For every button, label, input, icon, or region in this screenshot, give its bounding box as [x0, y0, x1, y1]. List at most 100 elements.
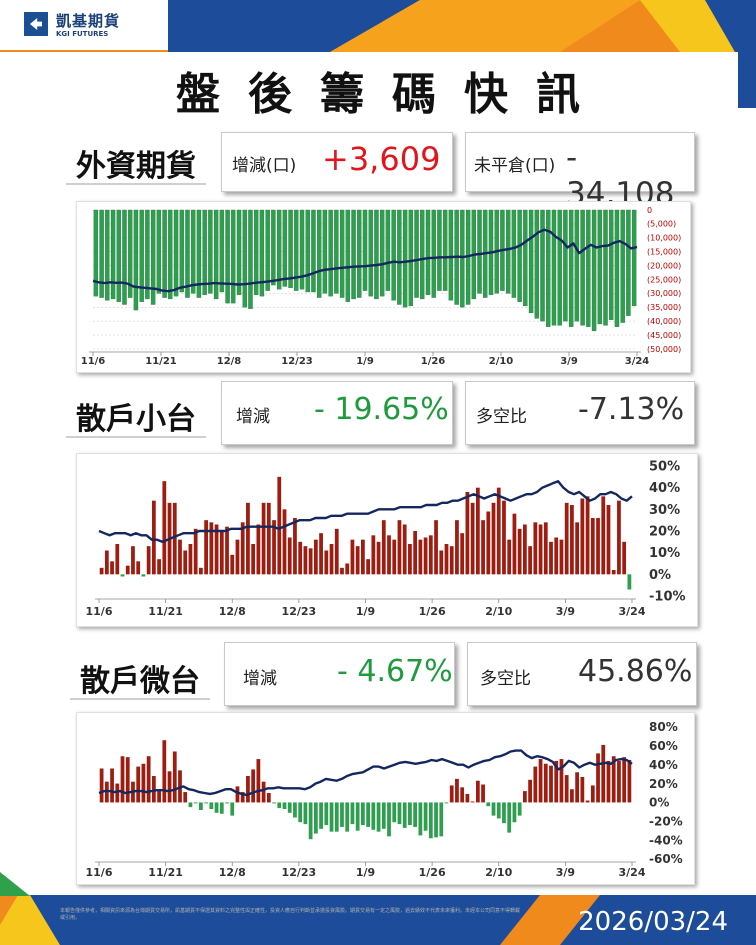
x-tick-label: 1/26: [419, 866, 446, 879]
bar: [219, 802, 224, 814]
bar: [191, 209, 196, 294]
x-tick-label: 11/6: [81, 356, 106, 367]
bar: [554, 760, 559, 803]
y-tick-label: 20%: [649, 525, 680, 540]
x-tick-label: 12/8: [217, 356, 242, 367]
bar: [460, 533, 465, 575]
x-tick-label: 11/21: [148, 866, 183, 879]
bar: [475, 487, 480, 575]
card-label: 未平倉(口): [474, 156, 556, 176]
bar: [534, 209, 540, 319]
bar: [554, 537, 559, 575]
bar: [511, 209, 517, 298]
bar: [385, 209, 391, 291]
section-rule: [66, 183, 206, 185]
bar: [277, 802, 282, 809]
bar: [322, 209, 328, 294]
bar: [439, 802, 444, 837]
bar: [376, 541, 381, 575]
bar: [172, 502, 177, 575]
bar: [104, 550, 109, 575]
bar: [266, 502, 271, 575]
bar: [622, 541, 627, 575]
bar: [575, 772, 580, 803]
bar: [413, 531, 418, 575]
bar: [460, 209, 465, 308]
bar: [361, 539, 365, 575]
y-tick-label: 50%: [649, 460, 680, 475]
y-tick-label: (10,000): [647, 234, 681, 243]
bar: [265, 209, 270, 291]
series-line: [98, 480, 633, 544]
bar: [251, 544, 256, 575]
bar: [590, 785, 595, 803]
y-tick-label: (25,000): [647, 275, 681, 284]
bar: [439, 550, 444, 575]
bar: [408, 544, 412, 575]
bar: [110, 209, 116, 300]
bar: [428, 535, 433, 575]
bar: [248, 209, 253, 309]
x-tick-label: 12/23: [282, 605, 317, 618]
bar: [311, 209, 316, 293]
bar: [293, 802, 297, 818]
bar: [196, 209, 202, 298]
bar: [442, 209, 448, 291]
bar: [580, 209, 585, 326]
bar: [168, 209, 173, 300]
y-tick-label: (45,000): [647, 331, 681, 340]
series-line: [92, 228, 638, 293]
bar: [402, 524, 407, 575]
bar: [596, 518, 600, 575]
x-tick-label: 1/26: [421, 356, 446, 367]
bar: [523, 524, 527, 575]
mini-ratio-card: 多空比 -7.13%: [465, 381, 695, 445]
bar: [507, 802, 512, 833]
bar: [313, 802, 318, 834]
bar: [259, 209, 265, 297]
card-label: 增減(口): [232, 156, 297, 176]
bar: [379, 209, 385, 297]
bar: [179, 209, 184, 293]
bar: [601, 744, 606, 803]
chart-mini: 50% 40% 30% 20% 10% 0% -10% 11/6 11/21 12/8 12/23 1…: [86, 460, 686, 618]
bar: [559, 539, 564, 575]
bar: [110, 768, 114, 803]
kgi-logo-icon: [24, 12, 48, 36]
bar: [444, 802, 449, 804]
bar: [125, 565, 130, 575]
bar: [328, 209, 333, 297]
bar: [428, 802, 433, 839]
bar: [313, 539, 318, 575]
bar: [517, 209, 522, 302]
bar: [609, 209, 614, 320]
bar: [549, 765, 553, 803]
bar: [172, 751, 177, 803]
x-tick-label: 1/9: [356, 356, 374, 367]
bar: [465, 492, 470, 575]
bar: [491, 502, 496, 575]
bar: [620, 209, 625, 323]
bar: [303, 546, 308, 575]
bar: [460, 787, 465, 803]
bar: [512, 513, 517, 575]
bar: [230, 802, 235, 816]
bar: [236, 209, 242, 295]
y-tick-label: (20,000): [647, 261, 681, 270]
x-tick-label: 12/23: [281, 356, 313, 367]
y-tick-label: (35,000): [647, 303, 681, 312]
bar: [357, 209, 362, 298]
bar: [517, 802, 522, 816]
bar: [272, 802, 276, 804]
y-tick-label: -10%: [649, 590, 686, 605]
bar: [293, 518, 297, 575]
bar: [266, 793, 271, 803]
bar: [256, 759, 261, 803]
bar: [455, 778, 459, 803]
bar: [391, 209, 396, 301]
bar: [444, 544, 449, 575]
chart-foreign-box: 0 (5,000) (10,000) (15,000) (20,000) (25,000)…: [76, 201, 691, 373]
bar: [202, 209, 207, 295]
bar: [308, 802, 313, 840]
bar: [496, 487, 501, 575]
